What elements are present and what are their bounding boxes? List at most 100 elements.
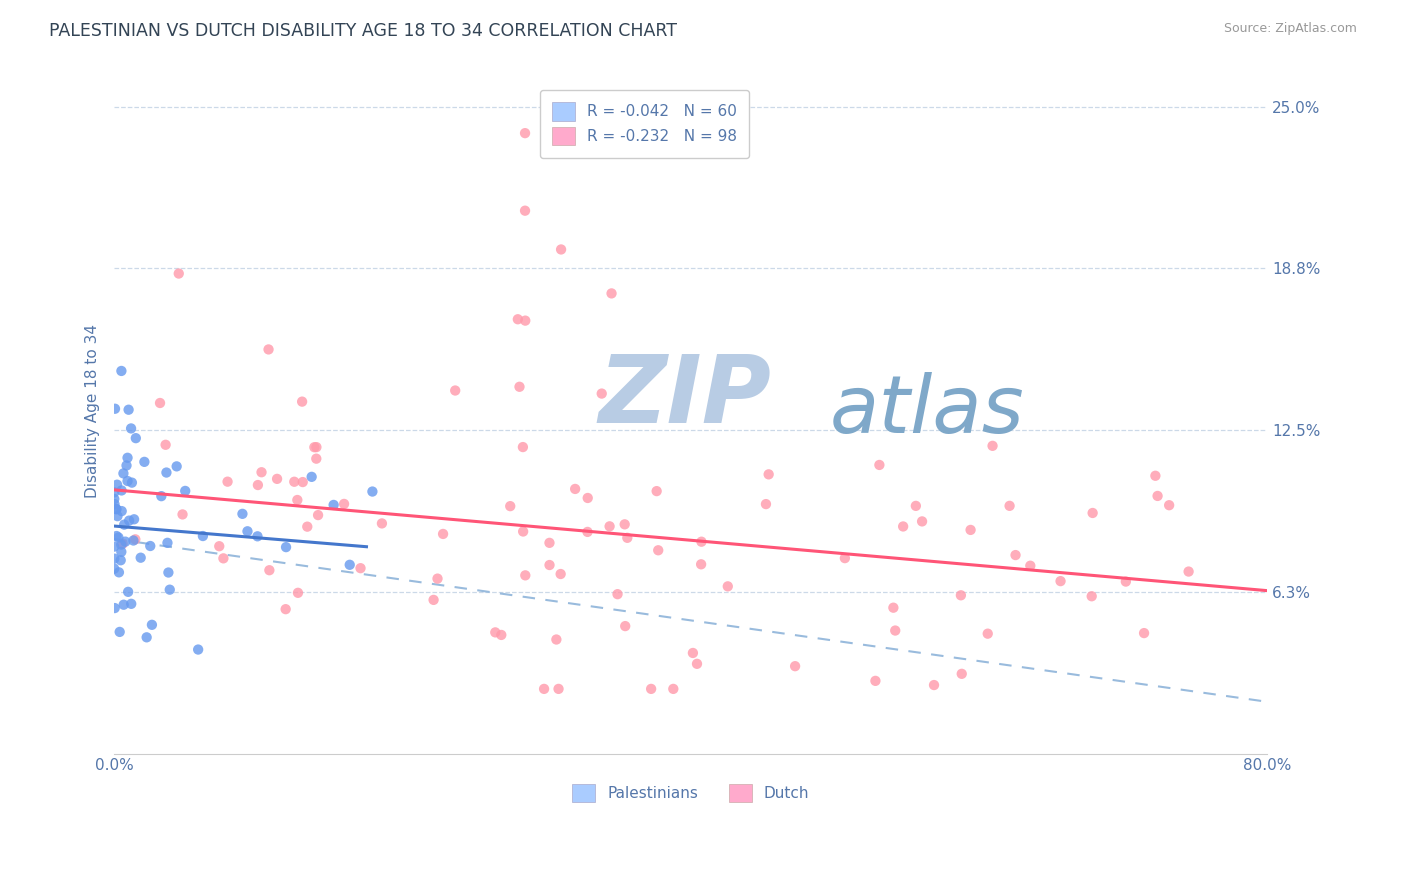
Legend: Palestinians, Dutch: Palestinians, Dutch bbox=[560, 772, 821, 814]
Point bbox=[217, 475, 239, 489]
Point bbox=[274, 602, 297, 616]
Point bbox=[103, 551, 125, 566]
Point bbox=[647, 543, 669, 558]
Point bbox=[904, 499, 927, 513]
Point bbox=[758, 467, 780, 482]
Point bbox=[717, 579, 740, 593]
Point bbox=[614, 619, 637, 633]
Point bbox=[1004, 548, 1026, 562]
Point bbox=[484, 625, 506, 640]
Point bbox=[150, 489, 173, 503]
Point bbox=[187, 642, 209, 657]
Point bbox=[246, 529, 269, 543]
Point bbox=[124, 533, 146, 547]
Point bbox=[1115, 574, 1137, 589]
Point bbox=[291, 475, 314, 489]
Point bbox=[104, 601, 127, 615]
Point bbox=[212, 551, 235, 566]
Point bbox=[111, 537, 134, 551]
Point bbox=[155, 438, 177, 452]
Point bbox=[103, 491, 125, 506]
Point bbox=[546, 632, 568, 647]
Point bbox=[606, 587, 628, 601]
Point bbox=[515, 313, 537, 327]
Point bbox=[108, 566, 131, 580]
Point bbox=[444, 384, 467, 398]
Point bbox=[538, 558, 561, 572]
Point bbox=[491, 628, 513, 642]
Point bbox=[139, 539, 162, 553]
Point bbox=[512, 440, 534, 454]
Point bbox=[110, 364, 132, 378]
Point bbox=[246, 478, 269, 492]
Point bbox=[550, 243, 572, 257]
Point bbox=[231, 507, 253, 521]
Point bbox=[166, 459, 188, 474]
Point bbox=[287, 586, 309, 600]
Point bbox=[499, 499, 522, 513]
Point bbox=[129, 550, 152, 565]
Point bbox=[1144, 468, 1167, 483]
Point bbox=[114, 534, 136, 549]
Point bbox=[515, 568, 537, 582]
Point bbox=[108, 624, 131, 639]
Point bbox=[371, 516, 394, 531]
Point bbox=[120, 421, 142, 435]
Point bbox=[882, 600, 904, 615]
Point bbox=[117, 584, 139, 599]
Point bbox=[547, 681, 569, 696]
Point bbox=[117, 450, 139, 465]
Point bbox=[159, 582, 181, 597]
Point bbox=[259, 563, 281, 577]
Point bbox=[533, 681, 555, 696]
Point bbox=[998, 499, 1021, 513]
Point bbox=[141, 617, 163, 632]
Point bbox=[134, 455, 156, 469]
Point bbox=[107, 531, 129, 545]
Point bbox=[103, 485, 125, 500]
Point bbox=[512, 524, 534, 539]
Point bbox=[591, 386, 613, 401]
Point bbox=[104, 401, 127, 416]
Point bbox=[105, 477, 128, 491]
Point bbox=[304, 440, 326, 454]
Point bbox=[949, 588, 972, 602]
Point bbox=[506, 312, 529, 326]
Point bbox=[172, 508, 194, 522]
Point bbox=[174, 483, 197, 498]
Point bbox=[662, 681, 685, 696]
Text: PALESTINIAN VS DUTCH DISABILITY AGE 18 TO 34 CORRELATION CHART: PALESTINIAN VS DUTCH DISABILITY AGE 18 T… bbox=[49, 22, 678, 40]
Point bbox=[422, 593, 444, 607]
Point bbox=[135, 630, 157, 644]
Point bbox=[297, 519, 319, 533]
Point bbox=[1159, 498, 1181, 512]
Text: ZIP: ZIP bbox=[599, 351, 772, 443]
Point bbox=[950, 666, 973, 681]
Point bbox=[112, 598, 135, 612]
Point bbox=[125, 431, 148, 445]
Point bbox=[834, 551, 856, 566]
Point bbox=[155, 466, 177, 480]
Point bbox=[301, 470, 323, 484]
Point bbox=[550, 567, 572, 582]
Point bbox=[167, 267, 190, 281]
Point bbox=[274, 540, 297, 554]
Point bbox=[1049, 574, 1071, 588]
Point bbox=[305, 451, 328, 466]
Point bbox=[959, 523, 981, 537]
Point bbox=[690, 558, 713, 572]
Point bbox=[785, 659, 807, 673]
Point bbox=[1177, 565, 1199, 579]
Point bbox=[236, 524, 259, 539]
Point bbox=[432, 527, 454, 541]
Point bbox=[513, 126, 536, 140]
Point bbox=[305, 440, 328, 454]
Point bbox=[645, 484, 668, 499]
Point bbox=[121, 475, 143, 490]
Point bbox=[107, 509, 129, 524]
Point bbox=[508, 380, 530, 394]
Point bbox=[868, 458, 890, 472]
Point bbox=[110, 538, 132, 552]
Point bbox=[115, 458, 138, 473]
Point bbox=[339, 558, 361, 572]
